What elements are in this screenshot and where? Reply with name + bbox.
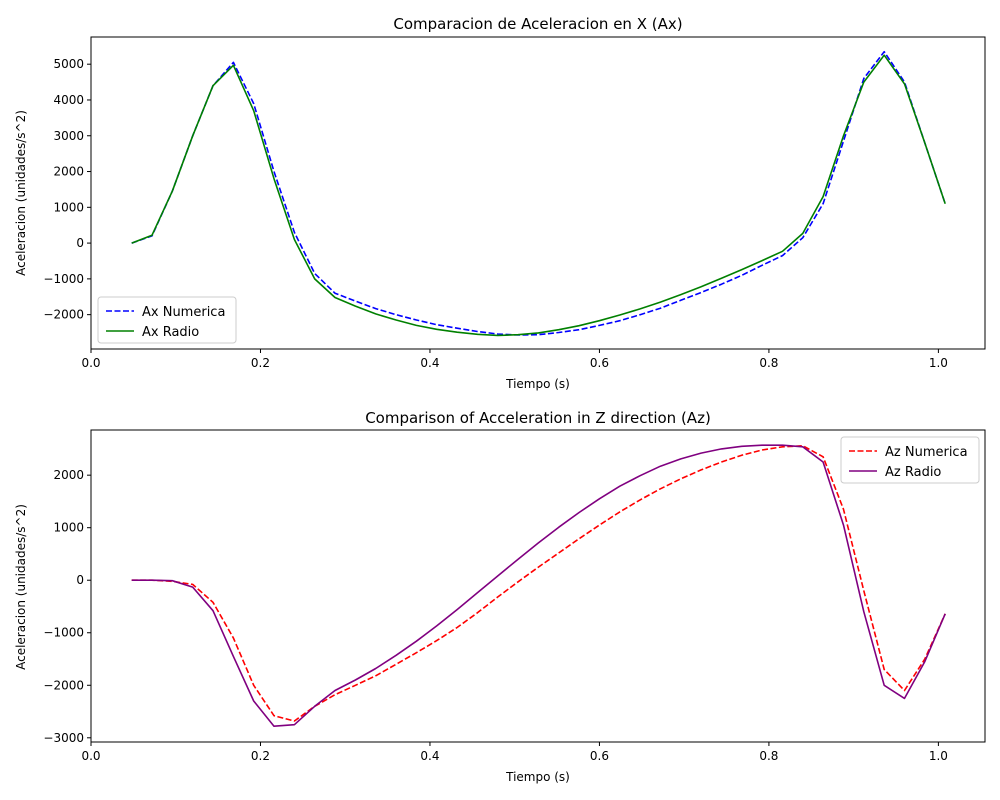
series-line-1 [131, 444, 946, 722]
y-tick-label: 3000 [53, 129, 84, 143]
legend-label: Az Numerica [885, 445, 968, 460]
x-tick-label: 0.8 [759, 356, 778, 370]
y-tick-label: 1000 [53, 521, 84, 535]
y-tick-label: −1000 [43, 272, 84, 286]
chart-ax: Comparacion de Aceleracion en X (Ax) Tie… [14, 15, 986, 391]
chart-az: Comparison of Acceleration in Z directio… [14, 409, 986, 784]
y-tick-label: 2000 [53, 165, 84, 179]
y-tick-label: −2000 [43, 308, 84, 322]
x-tick-label: 0.8 [759, 749, 778, 763]
y-tick-label: 1000 [53, 200, 84, 214]
x-axis-label: Tiempo (s) [505, 377, 570, 391]
y-tick-label: 0 [76, 573, 84, 587]
legend-label: Ax Radio [142, 325, 199, 340]
y-tick-label: −3000 [43, 731, 84, 745]
chart-title: Comparison of Acceleration in Z directio… [365, 409, 711, 427]
series-line-1 [131, 50, 946, 336]
y-tick-label: 2000 [53, 468, 84, 482]
y-axis-label: Aceleracion (unidades/s^2) [14, 110, 28, 276]
x-tick-label: 0.4 [420, 749, 439, 763]
plot-frame [90, 429, 986, 743]
x-tick-label: 0.0 [81, 749, 100, 763]
x-tick-label: 0.6 [590, 749, 609, 763]
y-axis-label: Aceleracion (unidades/s^2) [14, 504, 28, 670]
x-tick-label: 0.2 [251, 749, 270, 763]
x-tick-label: 1.0 [929, 749, 948, 763]
plot-frame [90, 36, 986, 350]
x-tick-label: 1.0 [929, 356, 948, 370]
y-tick-label: 0 [76, 236, 84, 250]
legend: Az Numerica Az Radio [840, 436, 980, 484]
series-line-2 [131, 54, 946, 337]
x-tick-label: 0.6 [590, 356, 609, 370]
y-tick-label: 5000 [53, 57, 84, 71]
series-line-2 [131, 444, 946, 728]
x-tick-label: 0.4 [420, 356, 439, 370]
x-axis-label: Tiempo (s) [505, 770, 570, 784]
y-tick-label: 4000 [53, 93, 84, 107]
legend-label: Az Radio [885, 465, 941, 480]
legend: Ax Numerica Ax Radio [97, 296, 237, 344]
x-tick-label: 0.0 [81, 356, 100, 370]
chart-title: Comparacion de Aceleracion en X (Ax) [393, 15, 682, 33]
y-tick-label: −2000 [43, 678, 84, 692]
legend-label: Ax Numerica [142, 305, 225, 320]
y-tick-label: −1000 [43, 626, 84, 640]
x-tick-label: 0.2 [251, 356, 270, 370]
